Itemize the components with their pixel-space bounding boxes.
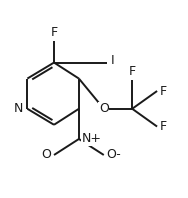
Text: O-: O-	[106, 148, 121, 162]
Text: O: O	[99, 102, 109, 115]
Text: F: F	[129, 65, 136, 78]
Text: I: I	[111, 54, 114, 67]
Text: O: O	[42, 148, 51, 162]
Text: F: F	[160, 85, 167, 97]
Text: N: N	[14, 102, 23, 115]
Text: N+: N+	[82, 132, 102, 146]
Text: F: F	[160, 120, 167, 133]
Text: F: F	[50, 26, 58, 39]
